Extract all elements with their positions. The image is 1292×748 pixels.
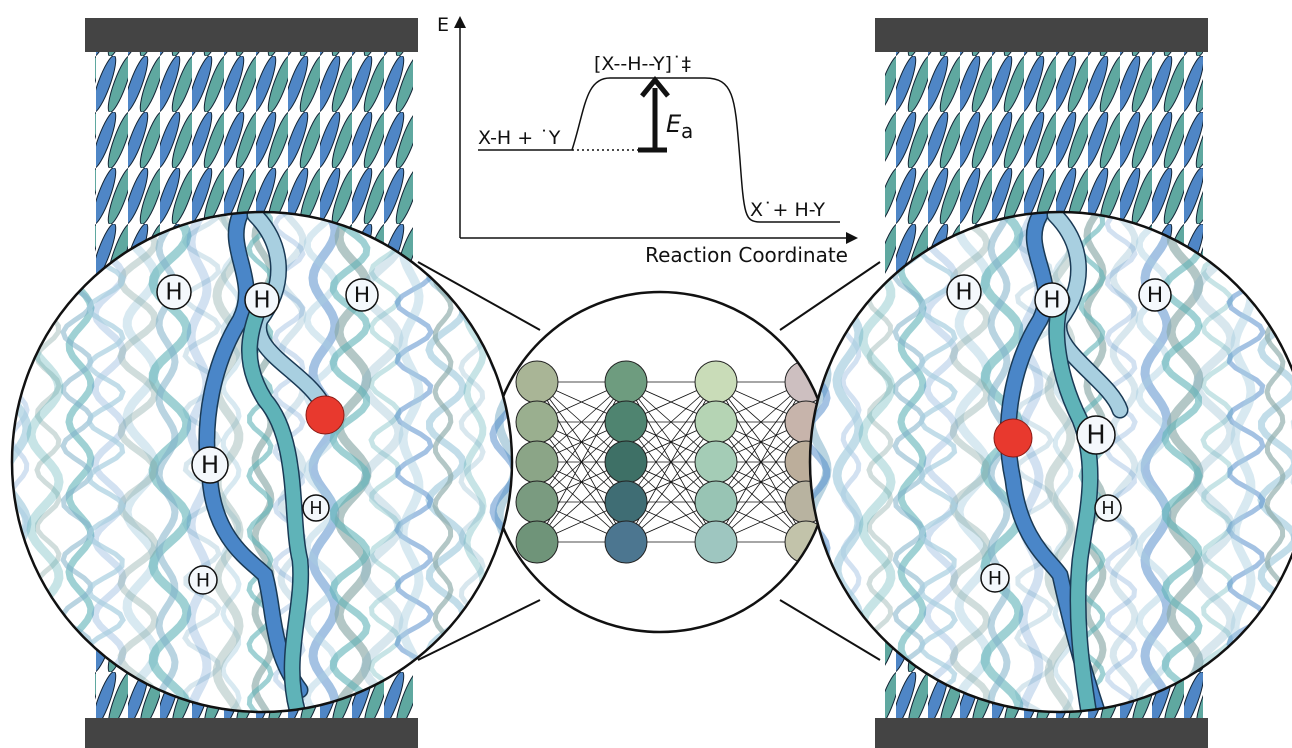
y-axis-label: E	[437, 14, 449, 36]
highlight-chain	[242, 293, 308, 712]
zoom-left	[10, 210, 514, 714]
radical-site	[305, 395, 345, 435]
lipid-chain	[987, 212, 1011, 712]
hydrogen-atom	[1034, 282, 1070, 318]
atom-label: H	[201, 450, 219, 479]
neuron	[604, 400, 648, 444]
hydrogen-atom	[1138, 278, 1172, 312]
hydrogen-atom	[156, 274, 192, 310]
hydrogen-atom	[345, 278, 379, 312]
connection	[536, 421, 627, 543]
lipid-chain	[1192, 212, 1236, 712]
neuron	[604, 480, 648, 524]
lipid-chain	[1166, 212, 1204, 712]
atom-label: H	[253, 288, 270, 314]
atom-label: H	[1147, 283, 1163, 308]
zoom-right	[808, 210, 1292, 714]
lipid-chain	[148, 212, 192, 712]
lipid-chain	[308, 212, 340, 712]
atom-label: H	[1086, 421, 1105, 451]
hydrogen-atom	[980, 563, 1010, 593]
transition-state-label: [X--H--Y]˙‡	[594, 53, 691, 75]
connection	[625, 381, 717, 503]
ea-arrowhead	[640, 76, 670, 98]
neuron	[515, 360, 559, 404]
neuron	[604, 360, 648, 404]
lipid-chain	[329, 212, 371, 712]
hydrogen-atom	[1094, 494, 1122, 522]
reactants-label: X-H + ˙Y	[478, 127, 561, 149]
atom-label: H	[309, 499, 322, 519]
connection	[536, 381, 627, 503]
hydrogen-atom	[1076, 415, 1116, 455]
neuron	[515, 480, 559, 524]
neuron	[515, 440, 559, 484]
lipid-chain	[980, 212, 1024, 712]
highlight-chain	[1049, 293, 1098, 712]
hydrogen-atom	[302, 494, 330, 522]
atom-label: H	[988, 567, 1002, 589]
hydrogen-atom	[946, 274, 982, 310]
neuron	[694, 360, 738, 404]
lipid-chain	[398, 212, 424, 712]
neuron	[604, 520, 648, 564]
atom-label: H	[1043, 288, 1060, 314]
atom-label: H	[354, 283, 370, 308]
hydrogen-atom	[188, 565, 218, 595]
hydrogen-atom	[191, 446, 229, 484]
neuron	[694, 520, 738, 564]
lipid-chain	[86, 212, 126, 712]
lipid-chain	[117, 212, 159, 712]
energy-curve	[478, 77, 840, 223]
lipid-chain	[892, 212, 926, 712]
atom-label: H	[955, 280, 972, 306]
connection	[715, 381, 807, 503]
atoms: H H H H H H H H H H H H	[156, 274, 1172, 595]
ea-symbol: E	[666, 110, 682, 138]
lipid-chain	[1104, 212, 1138, 712]
lipid-chain	[432, 212, 454, 712]
atom-label: H	[165, 280, 182, 306]
lipid-chain	[394, 212, 434, 712]
neuron	[604, 440, 648, 484]
connection	[625, 421, 717, 543]
neuron	[694, 400, 738, 444]
radical-site	[993, 418, 1033, 458]
lipid-chain	[212, 212, 244, 712]
energy-diagram: E Reaction Coordinate X-H + ˙Y [X--H--Y]…	[437, 0, 860, 270]
atom-label: H	[196, 569, 210, 591]
neuron	[694, 480, 738, 524]
products-label: X˙+ H-Y	[750, 199, 825, 221]
lipid-chain	[368, 212, 402, 712]
lipid-chain	[1014, 212, 1054, 712]
ea-subscript: a	[681, 119, 693, 143]
connection	[715, 421, 807, 543]
neuron	[515, 400, 559, 444]
neuron	[694, 440, 738, 484]
lipid-chain	[1200, 212, 1234, 712]
zoom-lines	[417, 261, 881, 661]
hydrogen-atom	[244, 282, 280, 318]
x-axis-label: Reaction Coordinate	[645, 243, 848, 267]
lipid-chain	[1109, 212, 1139, 712]
neural-network	[488, 290, 832, 634]
neuron	[515, 520, 559, 564]
atom-label: H	[1101, 499, 1114, 519]
lipid-chain	[220, 212, 242, 712]
